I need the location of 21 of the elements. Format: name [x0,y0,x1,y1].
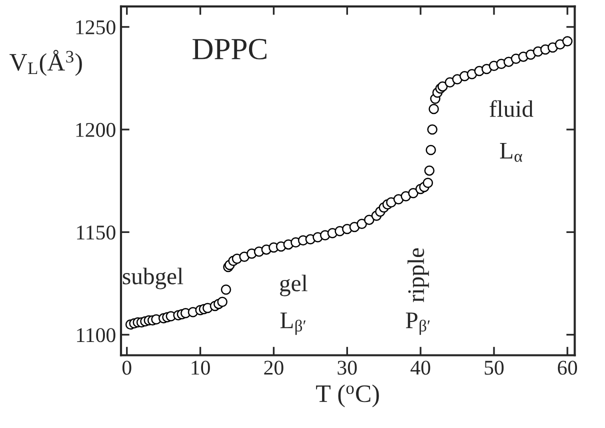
x-tick-label: 40 [410,360,430,375]
annotation: subgel [122,268,184,290]
annotation: fluid [490,100,534,117]
annotation: P$_{β′}$ [406,312,430,335]
x-tick-label: 20 [264,360,284,375]
y-tick-label: 1100 [77,328,116,342]
y-tick-label: 1150 [77,226,116,240]
annotation: L$_{β′}$ [280,312,306,335]
annotation: L$_{α}$ [500,143,522,162]
y-axis-title: V$_{L}$(Å$^{3}$) [10,50,82,76]
y-tick-label: 1250 [76,20,116,34]
annotation: ripple [408,248,429,302]
annotation: gel [280,274,308,296]
x-tick-label: 50 [484,360,504,375]
x-tick-label: 60 [558,360,578,375]
y-tick-label: 1200 [76,122,116,137]
x-tick-label: 10 [192,360,210,375]
x-tick-label: 0 [122,360,132,375]
annotation: DPPC [192,38,266,60]
x-tick-label: 30 [338,360,357,375]
x-axis-title: T ($^{o}$C) [316,384,379,408]
